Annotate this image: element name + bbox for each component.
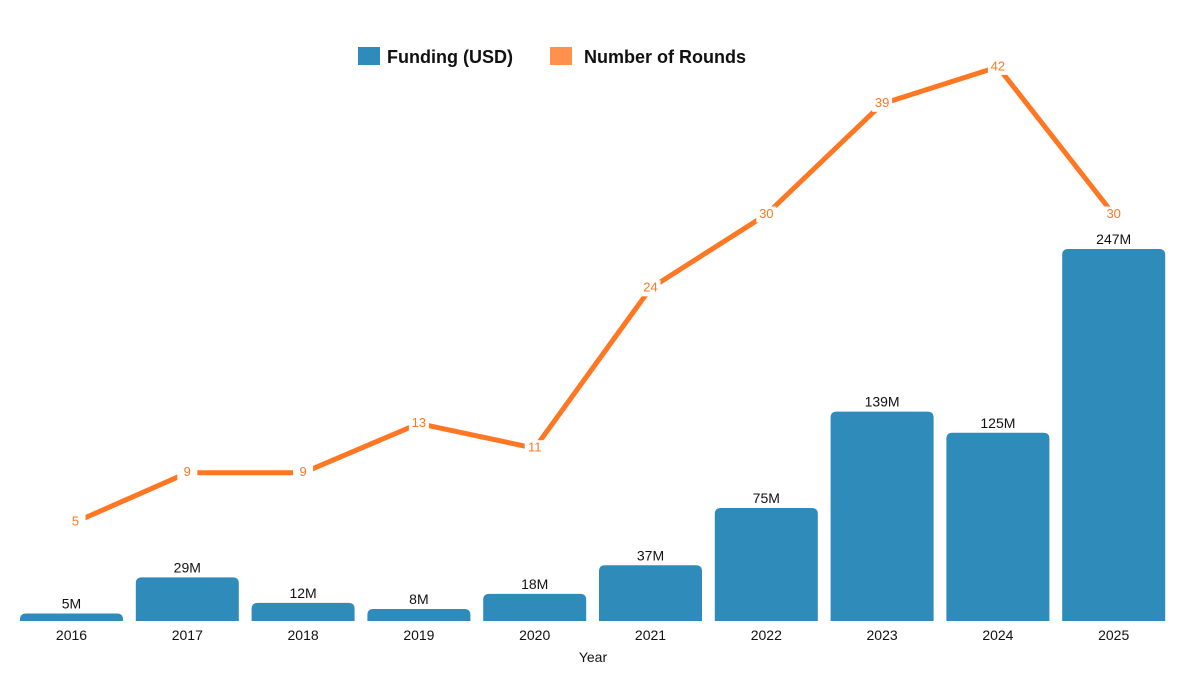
line-label-bg bbox=[524, 440, 545, 457]
x-tick-2022: 2022 bbox=[751, 627, 782, 643]
line-label-2020: 11 bbox=[528, 440, 542, 455]
legend-swatch-funding bbox=[358, 47, 380, 65]
x-tick-2018: 2018 bbox=[288, 627, 319, 643]
legend-label-rounds: Number of Rounds bbox=[584, 47, 746, 67]
bar-label-2022: 75M bbox=[753, 490, 780, 506]
line-label-bg bbox=[872, 95, 893, 112]
x-tick-2021: 2021 bbox=[635, 627, 666, 643]
line-label-bg bbox=[1103, 206, 1124, 223]
bar-2020 bbox=[483, 593, 587, 621]
x-tick-2020: 2020 bbox=[519, 627, 550, 643]
line-label-2017: 9 bbox=[184, 464, 191, 479]
bar-2023 bbox=[830, 411, 934, 621]
line-label-2024: 42 bbox=[991, 58, 1005, 73]
bar-label-2017: 29M bbox=[174, 559, 201, 575]
line-label-bg bbox=[987, 58, 1008, 75]
bar-2022 bbox=[714, 508, 818, 621]
legend-item-funding[interactable]: Funding (USD) bbox=[358, 47, 513, 67]
bar-2018 bbox=[251, 602, 355, 621]
legend: Funding (USD) Number of Rounds bbox=[358, 47, 746, 67]
rounds-line bbox=[74, 64, 1116, 525]
bar-2025 bbox=[1062, 249, 1166, 621]
line-label-bg bbox=[177, 464, 198, 481]
line-label-2025: 30 bbox=[1106, 206, 1120, 221]
bar-label-2025: 247M bbox=[1096, 231, 1131, 247]
bar-2017 bbox=[135, 577, 239, 621]
x-tick-2017: 2017 bbox=[172, 627, 203, 643]
line-label-2021: 24 bbox=[643, 280, 657, 295]
legend-item-rounds[interactable]: Number of Rounds bbox=[550, 47, 746, 67]
line-label-2019: 13 bbox=[412, 415, 426, 430]
x-tick-2019: 2019 bbox=[403, 627, 434, 643]
x-axis: 2016 2017 2018 2019 2020 2021 2022 2023 2024 2025 bbox=[56, 627, 1130, 643]
bar-label-2024: 125M bbox=[980, 415, 1015, 431]
bar-label-2016: 5M bbox=[62, 595, 81, 611]
x-tick-2025: 2025 bbox=[1098, 627, 1129, 643]
bar-label-2019: 8M bbox=[409, 591, 428, 607]
bar-2024 bbox=[946, 432, 1050, 621]
line-label-2018: 9 bbox=[299, 464, 306, 479]
line-label-2023: 39 bbox=[875, 95, 889, 110]
bar-label-2021: 37M bbox=[637, 547, 664, 563]
line-label-2022: 30 bbox=[759, 206, 773, 221]
bar-label-2023: 139M bbox=[865, 394, 900, 410]
bar-series: 5M 29M 12M 8M 18M 37M 75M 139M 125M 247M bbox=[20, 231, 1166, 621]
line-label-bg bbox=[756, 206, 777, 223]
bar-label-2020: 18M bbox=[521, 576, 548, 592]
x-tick-2023: 2023 bbox=[867, 627, 898, 643]
bar-2019 bbox=[367, 608, 471, 621]
bar-2021 bbox=[599, 565, 702, 621]
line-label-bg bbox=[65, 514, 86, 530]
line-label-bg bbox=[293, 464, 314, 481]
x-tick-2016: 2016 bbox=[56, 627, 87, 643]
bar-label-2018: 12M bbox=[289, 585, 316, 601]
bar-2016 bbox=[20, 613, 123, 621]
line-label-bg bbox=[408, 415, 429, 432]
legend-label-funding: Funding (USD) bbox=[387, 47, 513, 67]
line-series: 5 9 9 13 11 24 30 39 42 30 bbox=[65, 58, 1124, 530]
x-tick-2024: 2024 bbox=[982, 627, 1013, 643]
x-axis-label: Year bbox=[579, 649, 608, 665]
line-label-bg bbox=[640, 280, 661, 297]
legend-swatch-rounds bbox=[550, 47, 572, 65]
line-label-2016: 5 bbox=[72, 513, 79, 528]
